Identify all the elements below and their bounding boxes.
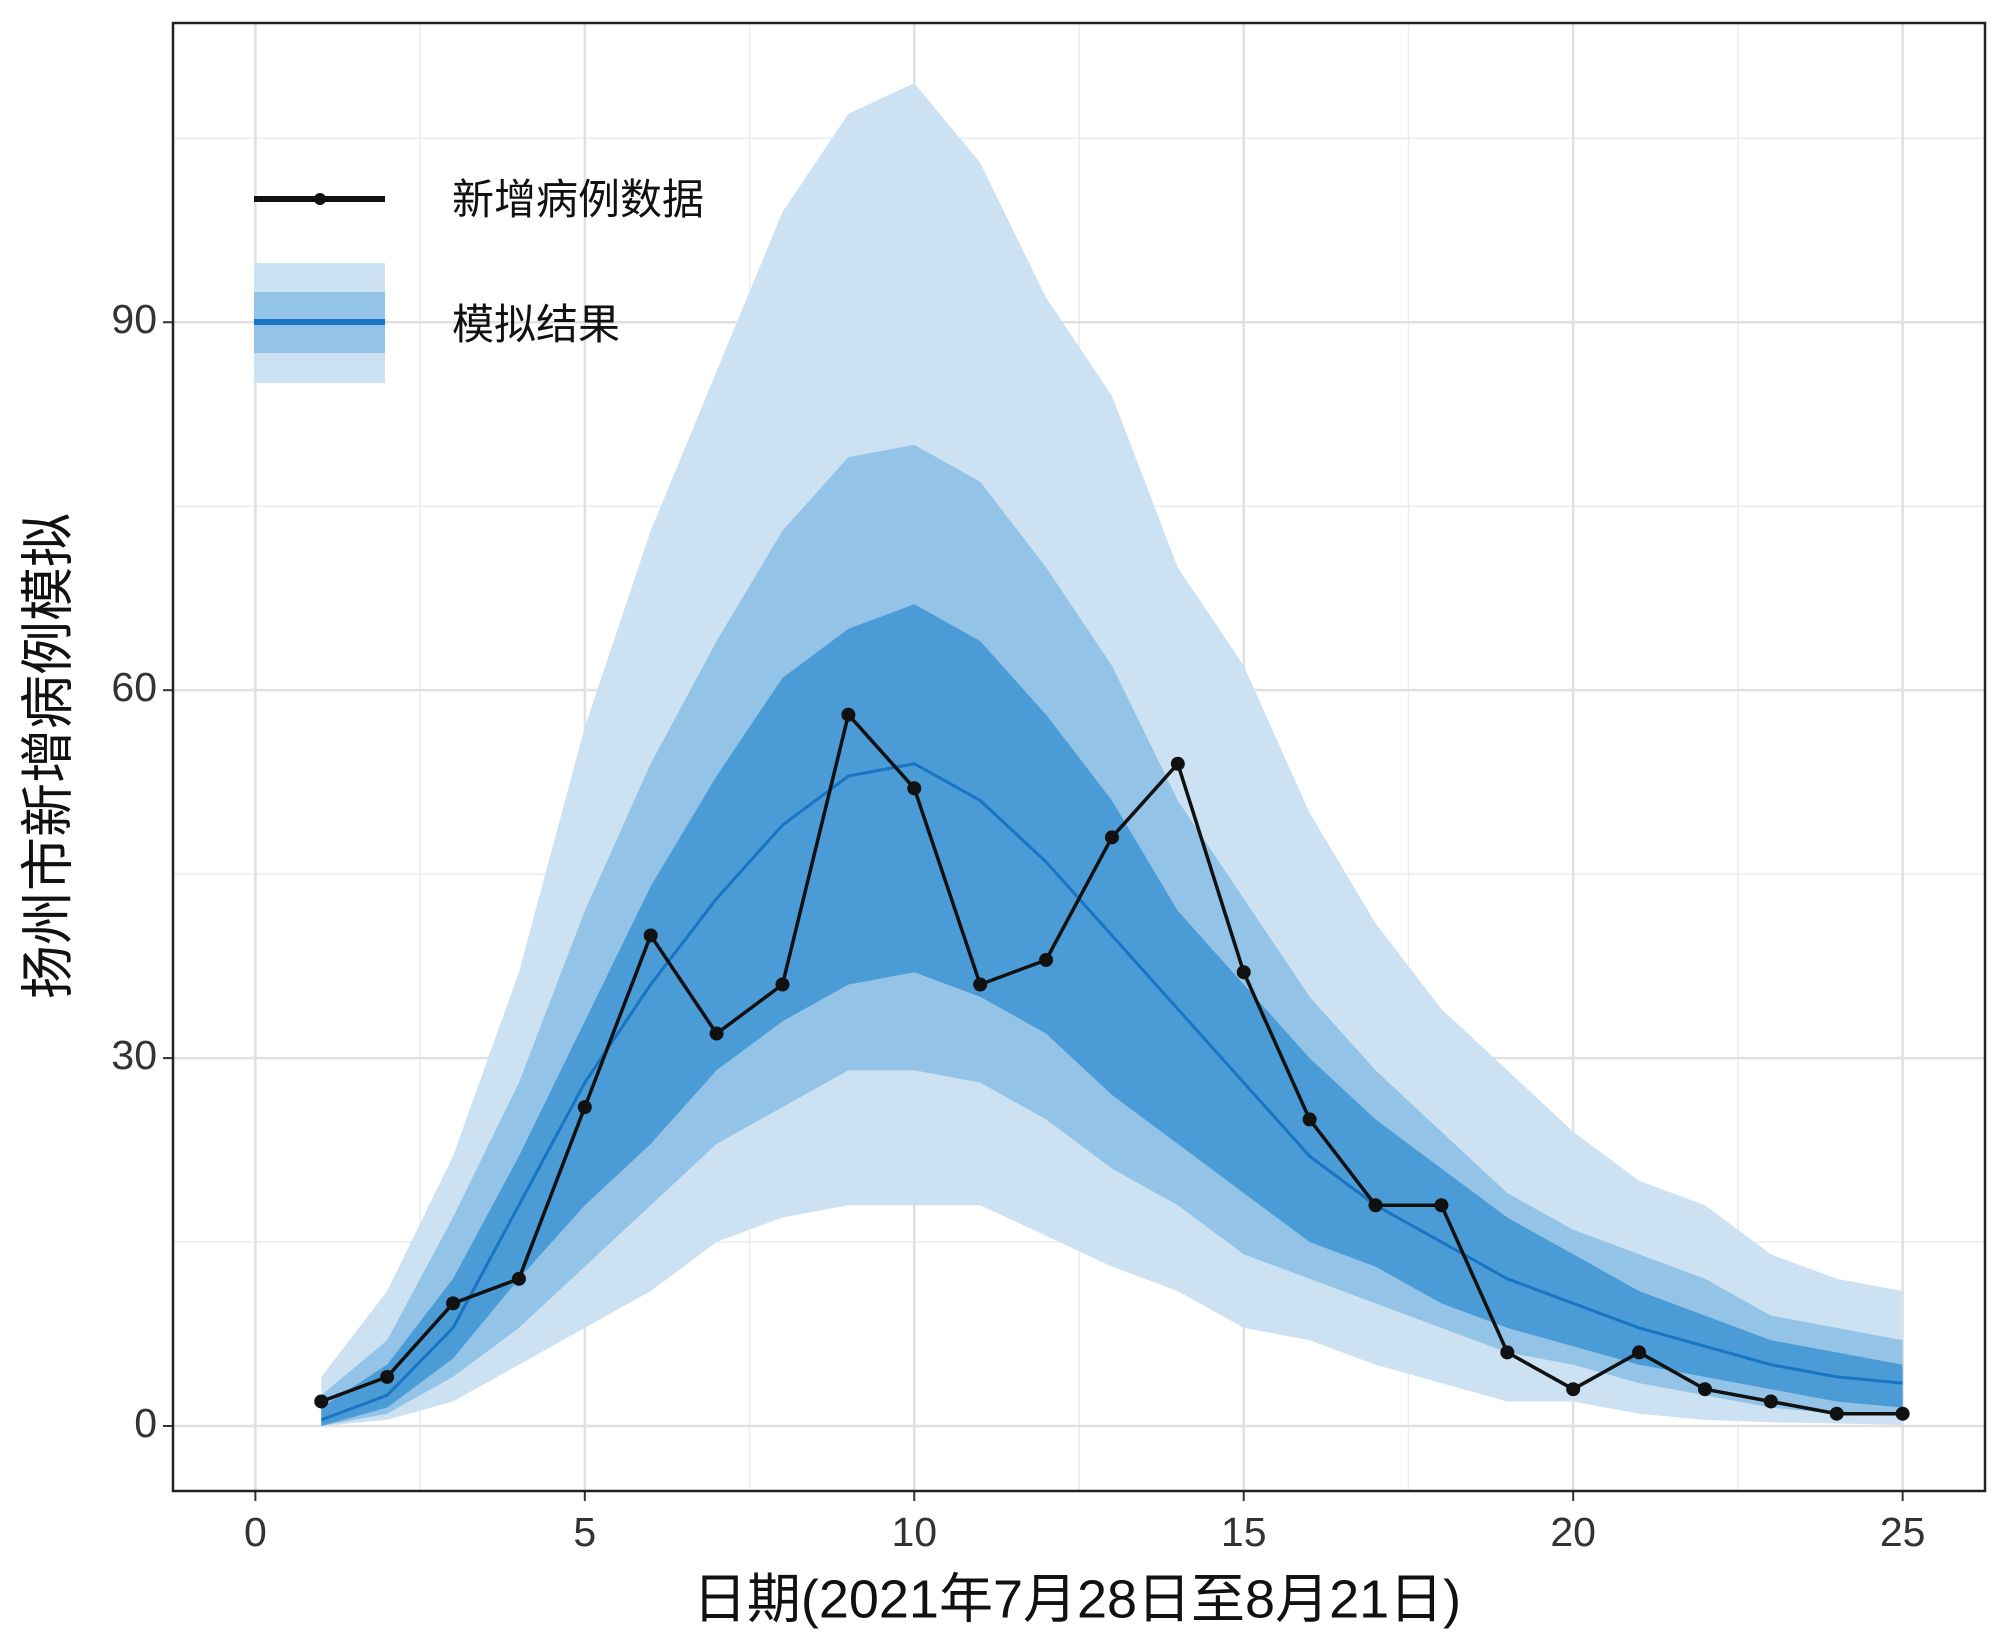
data-point <box>577 1100 592 1115</box>
y-tick-label: 30 <box>111 1032 157 1078</box>
x-tick-label: 15 <box>1221 1509 1267 1555</box>
data-point <box>1236 965 1251 980</box>
legend-label: 模拟结果 <box>452 301 620 348</box>
uncertainty-band <box>321 604 1903 1426</box>
x-tick-label: 10 <box>891 1509 937 1555</box>
x-tick-label: 20 <box>1550 1509 1596 1555</box>
data-point <box>1434 1198 1449 1213</box>
y-tick-label: 0 <box>134 1400 157 1446</box>
x-tick-label: 25 <box>1880 1509 1926 1555</box>
data-point <box>907 781 922 796</box>
y-tick-label: 60 <box>111 664 157 710</box>
data-point <box>775 977 790 992</box>
data-point <box>1500 1345 1515 1360</box>
data-point <box>643 928 658 943</box>
data-point <box>446 1296 461 1311</box>
data-point <box>1302 1112 1317 1127</box>
data-point <box>1697 1382 1712 1397</box>
data-point <box>1170 756 1185 771</box>
legend-label: 新增病例数据 <box>452 176 704 223</box>
data-point <box>1039 952 1054 967</box>
data-point <box>1104 830 1119 845</box>
data-point <box>841 707 856 722</box>
data-point <box>1566 1382 1581 1397</box>
y-tick-label: 90 <box>111 296 157 342</box>
data-point <box>1632 1345 1647 1360</box>
data-point <box>1763 1394 1778 1409</box>
data-point <box>709 1026 724 1041</box>
data-point <box>1829 1406 1844 1421</box>
plot-border <box>171 21 1987 1493</box>
x-tick-label: 0 <box>244 1509 267 1555</box>
data-point <box>1895 1406 1910 1421</box>
y-axis-title: 扬州市新增病例模拟 <box>18 513 78 999</box>
data-point <box>380 1369 395 1384</box>
data-point <box>511 1271 526 1286</box>
x-axis-title: 日期(2021年7月28日至8月21日) <box>693 1569 1461 1629</box>
x-tick-label: 5 <box>573 1509 596 1555</box>
data-point <box>973 977 988 992</box>
data-point <box>314 1394 329 1409</box>
legend-key-marker <box>314 193 326 205</box>
series-line <box>320 762 1903 1422</box>
data-point <box>1368 1198 1383 1213</box>
